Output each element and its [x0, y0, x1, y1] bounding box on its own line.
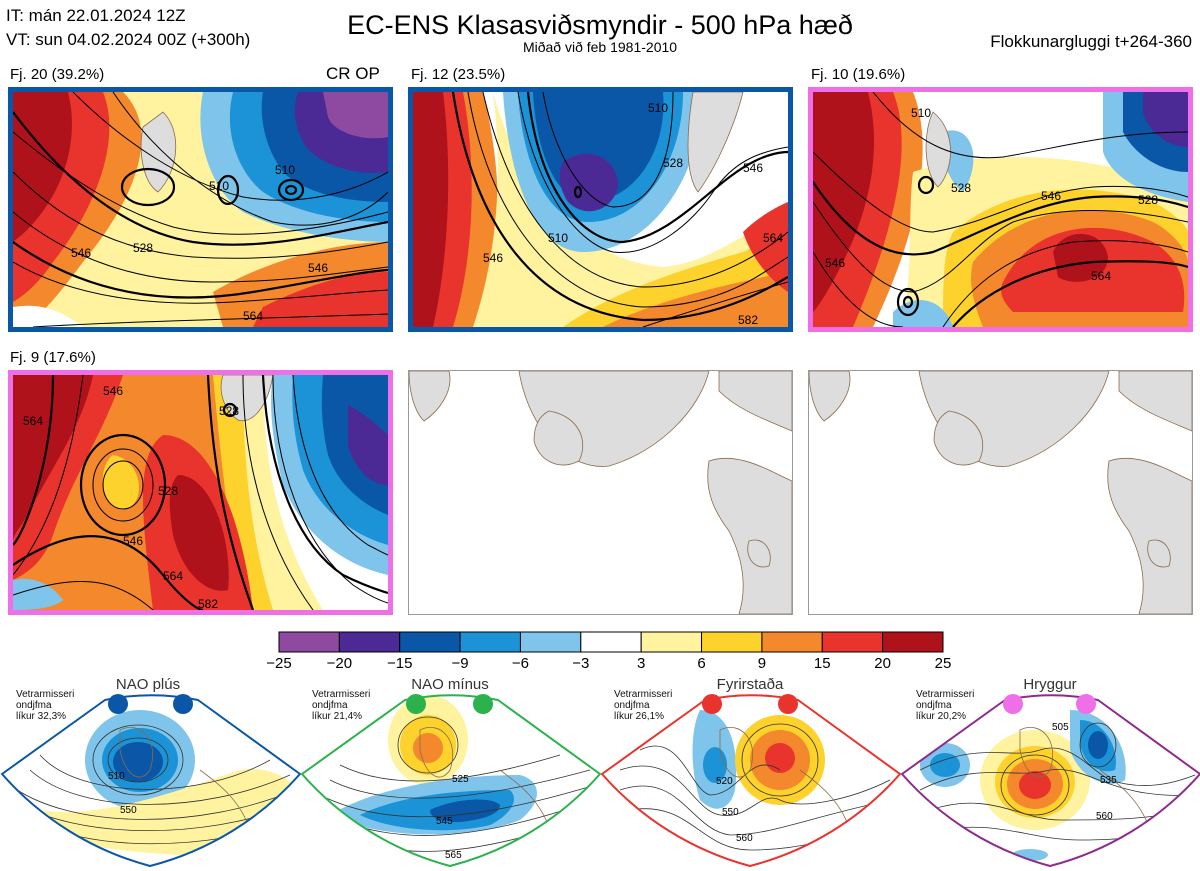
colorbar-tick-label: 20 — [874, 655, 891, 672]
colorbar-tick-label: −20 — [326, 655, 353, 672]
colorbar-swatch — [399, 631, 461, 653]
colorbar-swatch — [580, 631, 642, 653]
classification-window: Flokkunargluggi t+264-360 — [990, 32, 1192, 51]
regime-contour-label: 535 — [1100, 775, 1117, 786]
panel-3-label: Fj. 10 (19.6%) — [811, 66, 906, 83]
colorbar-tick-label: −9 — [451, 655, 469, 672]
regime-contour-label: 565 — [445, 850, 462, 861]
colorbar-tick-label: −15 — [386, 655, 413, 672]
panel-4-contour-label: 564 — [163, 569, 183, 583]
regime-contour-label: 505 — [1052, 722, 1069, 733]
regime-title-nao-minus: NAO mínus — [411, 676, 489, 693]
panel-1-crop-label: CR OP — [326, 64, 380, 83]
panel-2-label: Fj. 12 (23.5%) — [411, 66, 506, 83]
panel-4-label: Fj. 9 (17.6%) — [10, 349, 96, 366]
colorbar-tick-label: 15 — [813, 655, 831, 672]
panel-1-contour-label: 510 — [209, 179, 229, 193]
initial-time: IT: mán 22.01.2024 12Z — [6, 6, 186, 25]
panel-4-map: 528 528 546 546 564 564 582 — [8, 370, 393, 615]
colorbar — [278, 631, 944, 653]
colorbar-tick-label: 6 — [697, 655, 706, 672]
panel-2-contour-label: 510 — [648, 101, 668, 115]
panel-2-contour-label: 528 — [663, 156, 683, 170]
empty-map-panel — [408, 370, 793, 615]
panel-1-contour-label: 546 — [71, 246, 91, 260]
panel-4-contour-label: 546 — [103, 384, 123, 398]
regime-title-ridge: Hryggur — [1023, 676, 1077, 693]
colorbar-tick-label: −25 — [266, 655, 292, 672]
regime-contour-label: 525 — [452, 774, 469, 785]
panel-3-contour-label: 546 — [1041, 189, 1061, 203]
colorbar-swatch — [701, 631, 763, 653]
panel-3-contour-label: 510 — [911, 106, 931, 120]
colorbar-swatch — [519, 631, 582, 653]
panel-1-map: 510 510 528 546 546 564 — [8, 87, 393, 332]
regime-contour-label: 550 — [722, 807, 739, 818]
panel-2-contour-label: 564 — [763, 231, 783, 245]
panel-2-contour-label: 582 — [738, 313, 758, 327]
colorbar-swatch — [882, 631, 944, 653]
regime-note: Vetrarmisseri ondjfma líkur 26,1% — [614, 689, 673, 722]
valid-time: VT: sun 04.02.2024 00Z (+300h) — [6, 30, 251, 49]
regime-contour-label: 520 — [716, 776, 733, 787]
colorbar-tick-label: −3 — [572, 655, 590, 672]
colorbar-swatch — [640, 631, 703, 653]
colorbar-tick-label: 3 — [637, 655, 646, 672]
colorbar-swatch — [278, 631, 340, 653]
colorbar-tick-label: 9 — [757, 655, 767, 672]
panel-1-contour-label: 546 — [308, 261, 328, 275]
regime-note: Vetrarmisseri ondjfma líkur 21,4% — [312, 689, 371, 722]
panel-1-contour-label: 564 — [243, 309, 263, 323]
regime-note: Vetrarmisseri ondjfma líkur 20,2% — [916, 689, 975, 722]
colorbar-tick-label: 25 — [934, 655, 952, 672]
empty-map-panel — [808, 370, 1193, 615]
regime-maps: 510 550 525 545 565 — [0, 694, 1200, 868]
panel-3-contour-label: 546 — [825, 256, 845, 270]
regime-contour-label: 560 — [1096, 811, 1113, 822]
regime-contour-label: 560 — [736, 833, 753, 844]
panel-4-contour-label: 528 — [219, 404, 239, 418]
panel-1-contour-label: 528 — [133, 241, 153, 255]
panel-2-contour-label: 546 — [483, 251, 503, 265]
regime-contour-label: 550 — [120, 805, 137, 816]
colorbar-swatch — [459, 631, 521, 653]
colorbar-swatch — [338, 631, 401, 653]
panel-3-contour-label: 528 — [1138, 193, 1158, 207]
regime-title-blocking: Fyrirstaða — [716, 676, 784, 693]
regime-title-nao-plus: NAO plús — [115, 676, 181, 693]
regime-note: Vetrarmisseri ondjfma líkur 32,3% — [16, 689, 75, 722]
panel-4-contour-label: 564 — [23, 414, 43, 428]
colorbar-swatch — [761, 631, 823, 653]
regime-contour-label: 510 — [108, 771, 125, 782]
regime-contour-label: 545 — [436, 816, 453, 827]
panel-2-contour-label: 546 — [743, 161, 763, 175]
panel-4-contour-label: 528 — [158, 484, 178, 498]
page-title: EC-ENS Klasasviðsmyndir - 500 hPa hæð — [347, 10, 853, 40]
panel-1-label: Fj. 20 (39.2%) — [10, 66, 105, 83]
page-subtitle: Miðað við feb 1981-2010 — [522, 39, 678, 55]
panel-3-contour-label: 528 — [951, 181, 971, 195]
panel-1-contour-label: 510 — [275, 163, 295, 177]
panel-4-contour-label: 582 — [198, 597, 218, 610]
panel-3-map: 510 528 528 546 546 564 — [808, 87, 1193, 332]
panel-2-contour-label: 510 — [548, 231, 568, 245]
panel-3-contour-label: 564 — [1091, 269, 1111, 283]
colorbar-swatch — [821, 631, 884, 653]
panel-4-contour-label: 546 — [123, 534, 143, 548]
colorbar-tick-label: −6 — [511, 655, 530, 672]
panel-2-map: 510 510 528 546 546 564 582 — [408, 87, 793, 332]
